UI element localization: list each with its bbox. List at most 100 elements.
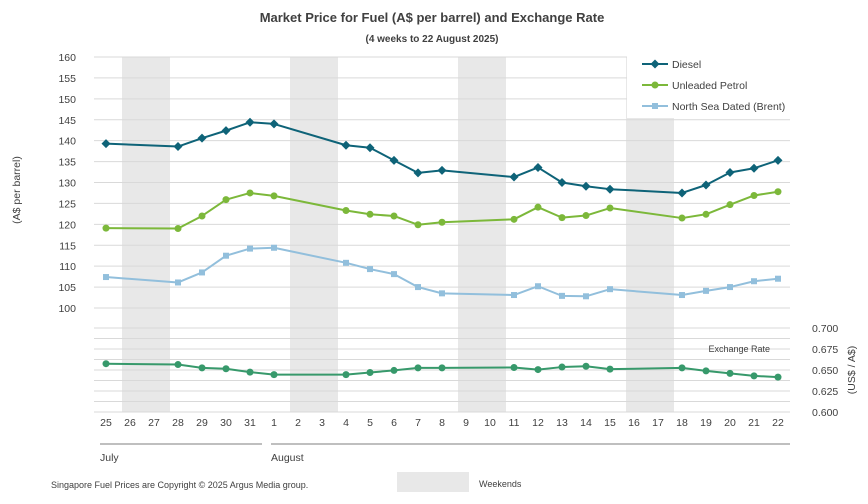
y2-tick-label: 0.675	[812, 344, 838, 356]
x-tick-label: 25	[100, 417, 112, 429]
unleaded-petrol-point	[366, 210, 374, 218]
unleaded-petrol-point	[102, 224, 110, 232]
diesel-point	[173, 142, 183, 152]
copyright-note: Singapore Fuel Prices are Copyright © 20…	[51, 480, 308, 490]
diesel-point	[413, 168, 423, 178]
exchange-rate-point	[678, 364, 686, 372]
unleaded-petrol-point	[606, 204, 614, 212]
diesel-point	[773, 155, 783, 165]
x-tick-label: 22	[772, 417, 784, 429]
exchange-rate-point	[438, 364, 446, 372]
unleaded-petrol-point	[246, 189, 254, 197]
chart-subtitle: (4 weeks to 22 August 2025)	[365, 34, 498, 45]
unleaded-petrol-point	[342, 207, 350, 215]
legend-label-diesel: Diesel	[672, 59, 701, 71]
north-sea-dated-brent-point	[751, 278, 757, 285]
y-tick-label: 110	[59, 261, 76, 273]
north-sea-dated-brent-point	[247, 245, 253, 252]
exchange-rate-point	[390, 366, 398, 374]
diesel-point	[581, 181, 591, 191]
north-sea-dated-brent-point	[775, 275, 781, 282]
y2-tick-label: 0.700	[812, 323, 838, 335]
x-tick-label: 1	[271, 417, 277, 429]
legend-marker-diesel	[650, 59, 660, 69]
unleaded-petrol-point	[174, 225, 182, 233]
x-tick-label: 11	[509, 417, 520, 429]
y-tick-label: 160	[58, 52, 76, 64]
series-layer	[101, 117, 783, 381]
exchange-rate-point	[414, 364, 422, 372]
north-sea-dated-brent-point	[415, 284, 421, 291]
x-tick-label: 10	[484, 417, 496, 429]
diesel-point	[389, 155, 399, 165]
exchange-rate-point	[558, 363, 566, 371]
series-exchange-rate	[102, 360, 782, 381]
north-sea-dated-brent-point	[703, 287, 709, 294]
unleaded-petrol-point	[750, 191, 758, 199]
unleaded-petrol-point	[678, 214, 686, 222]
weekend-band	[122, 57, 170, 412]
x-tick-label: 4	[343, 417, 349, 429]
y-tick-label: 100	[58, 303, 76, 315]
diesel-point	[341, 140, 351, 150]
diesel-point	[365, 143, 375, 153]
exchange-rate-point	[582, 362, 590, 370]
diesel-point	[605, 184, 615, 194]
unleaded-petrol-point	[198, 212, 206, 220]
north-sea-dated-brent-line	[105, 246, 779, 298]
unleaded-petrol-point	[534, 203, 542, 211]
month-label: August	[271, 452, 304, 464]
exchange-rate-label: Exchange Rate	[708, 344, 770, 354]
weekend-legend-label: Weekends	[479, 479, 522, 489]
series-north-sea-dated-brent	[103, 244, 781, 300]
y-tick-label: 120	[58, 219, 76, 231]
diesel-point	[533, 162, 543, 172]
exchange-rate-point	[750, 372, 758, 380]
x-tick-label: 3	[319, 417, 325, 429]
x-tick-label: 26	[124, 417, 136, 429]
exchange-rate-point	[726, 369, 734, 377]
x-tick-label: 5	[367, 417, 373, 429]
y-tick-label: 155	[58, 73, 76, 85]
diesel-point	[701, 180, 711, 190]
x-tick-label: 16	[628, 417, 640, 429]
y-tick-label: 105	[58, 282, 76, 294]
exchange-rate-point	[102, 360, 110, 368]
x-tick-label: 12	[532, 417, 544, 429]
unleaded-petrol-point	[390, 212, 398, 220]
weekend-legend-swatch	[397, 472, 469, 492]
month-label: July	[100, 452, 119, 464]
chart-title: Market Price for Fuel (A$ per barrel) an…	[260, 10, 605, 25]
unleaded-petrol-point	[582, 212, 590, 220]
y-tick-label: 145	[58, 115, 76, 127]
unleaded-petrol-point	[414, 221, 422, 229]
exchange-rate-point	[366, 369, 374, 377]
exchange-rate-point	[246, 368, 254, 376]
unleaded-petrol-point	[438, 218, 446, 226]
x-tick-label: 6	[391, 417, 397, 429]
y-tick-label: 125	[58, 198, 76, 210]
north-sea-dated-brent-point	[223, 252, 229, 259]
series-unleaded-petrol	[102, 188, 782, 233]
y-tick-label: 130	[58, 178, 76, 190]
diesel-point	[197, 133, 207, 143]
north-sea-dated-brent-point	[727, 284, 733, 291]
exchange-rate-point	[270, 371, 278, 379]
y-tick-label: 135	[58, 157, 76, 169]
north-sea-dated-brent-point	[103, 274, 109, 281]
exchange-rate-point	[342, 371, 350, 379]
x-tick-label: 13	[556, 417, 568, 429]
legend-marker-north-sea-dated-brent	[652, 103, 658, 109]
x-tick-label: 9	[463, 417, 469, 429]
exchange-rate-point	[510, 363, 518, 371]
x-tick-label: 29	[196, 417, 208, 429]
x-tick-label: 21	[748, 417, 760, 429]
north-sea-dated-brent-point	[391, 271, 397, 278]
diesel-point	[557, 178, 567, 187]
x-tick-label: 19	[700, 417, 712, 429]
legend-label-north-sea-dated-brent: North Sea Dated (Brent)	[672, 101, 785, 113]
x-tick-label: 18	[676, 417, 688, 429]
north-sea-dated-brent-point	[679, 292, 685, 299]
north-sea-dated-brent-point	[271, 244, 277, 251]
